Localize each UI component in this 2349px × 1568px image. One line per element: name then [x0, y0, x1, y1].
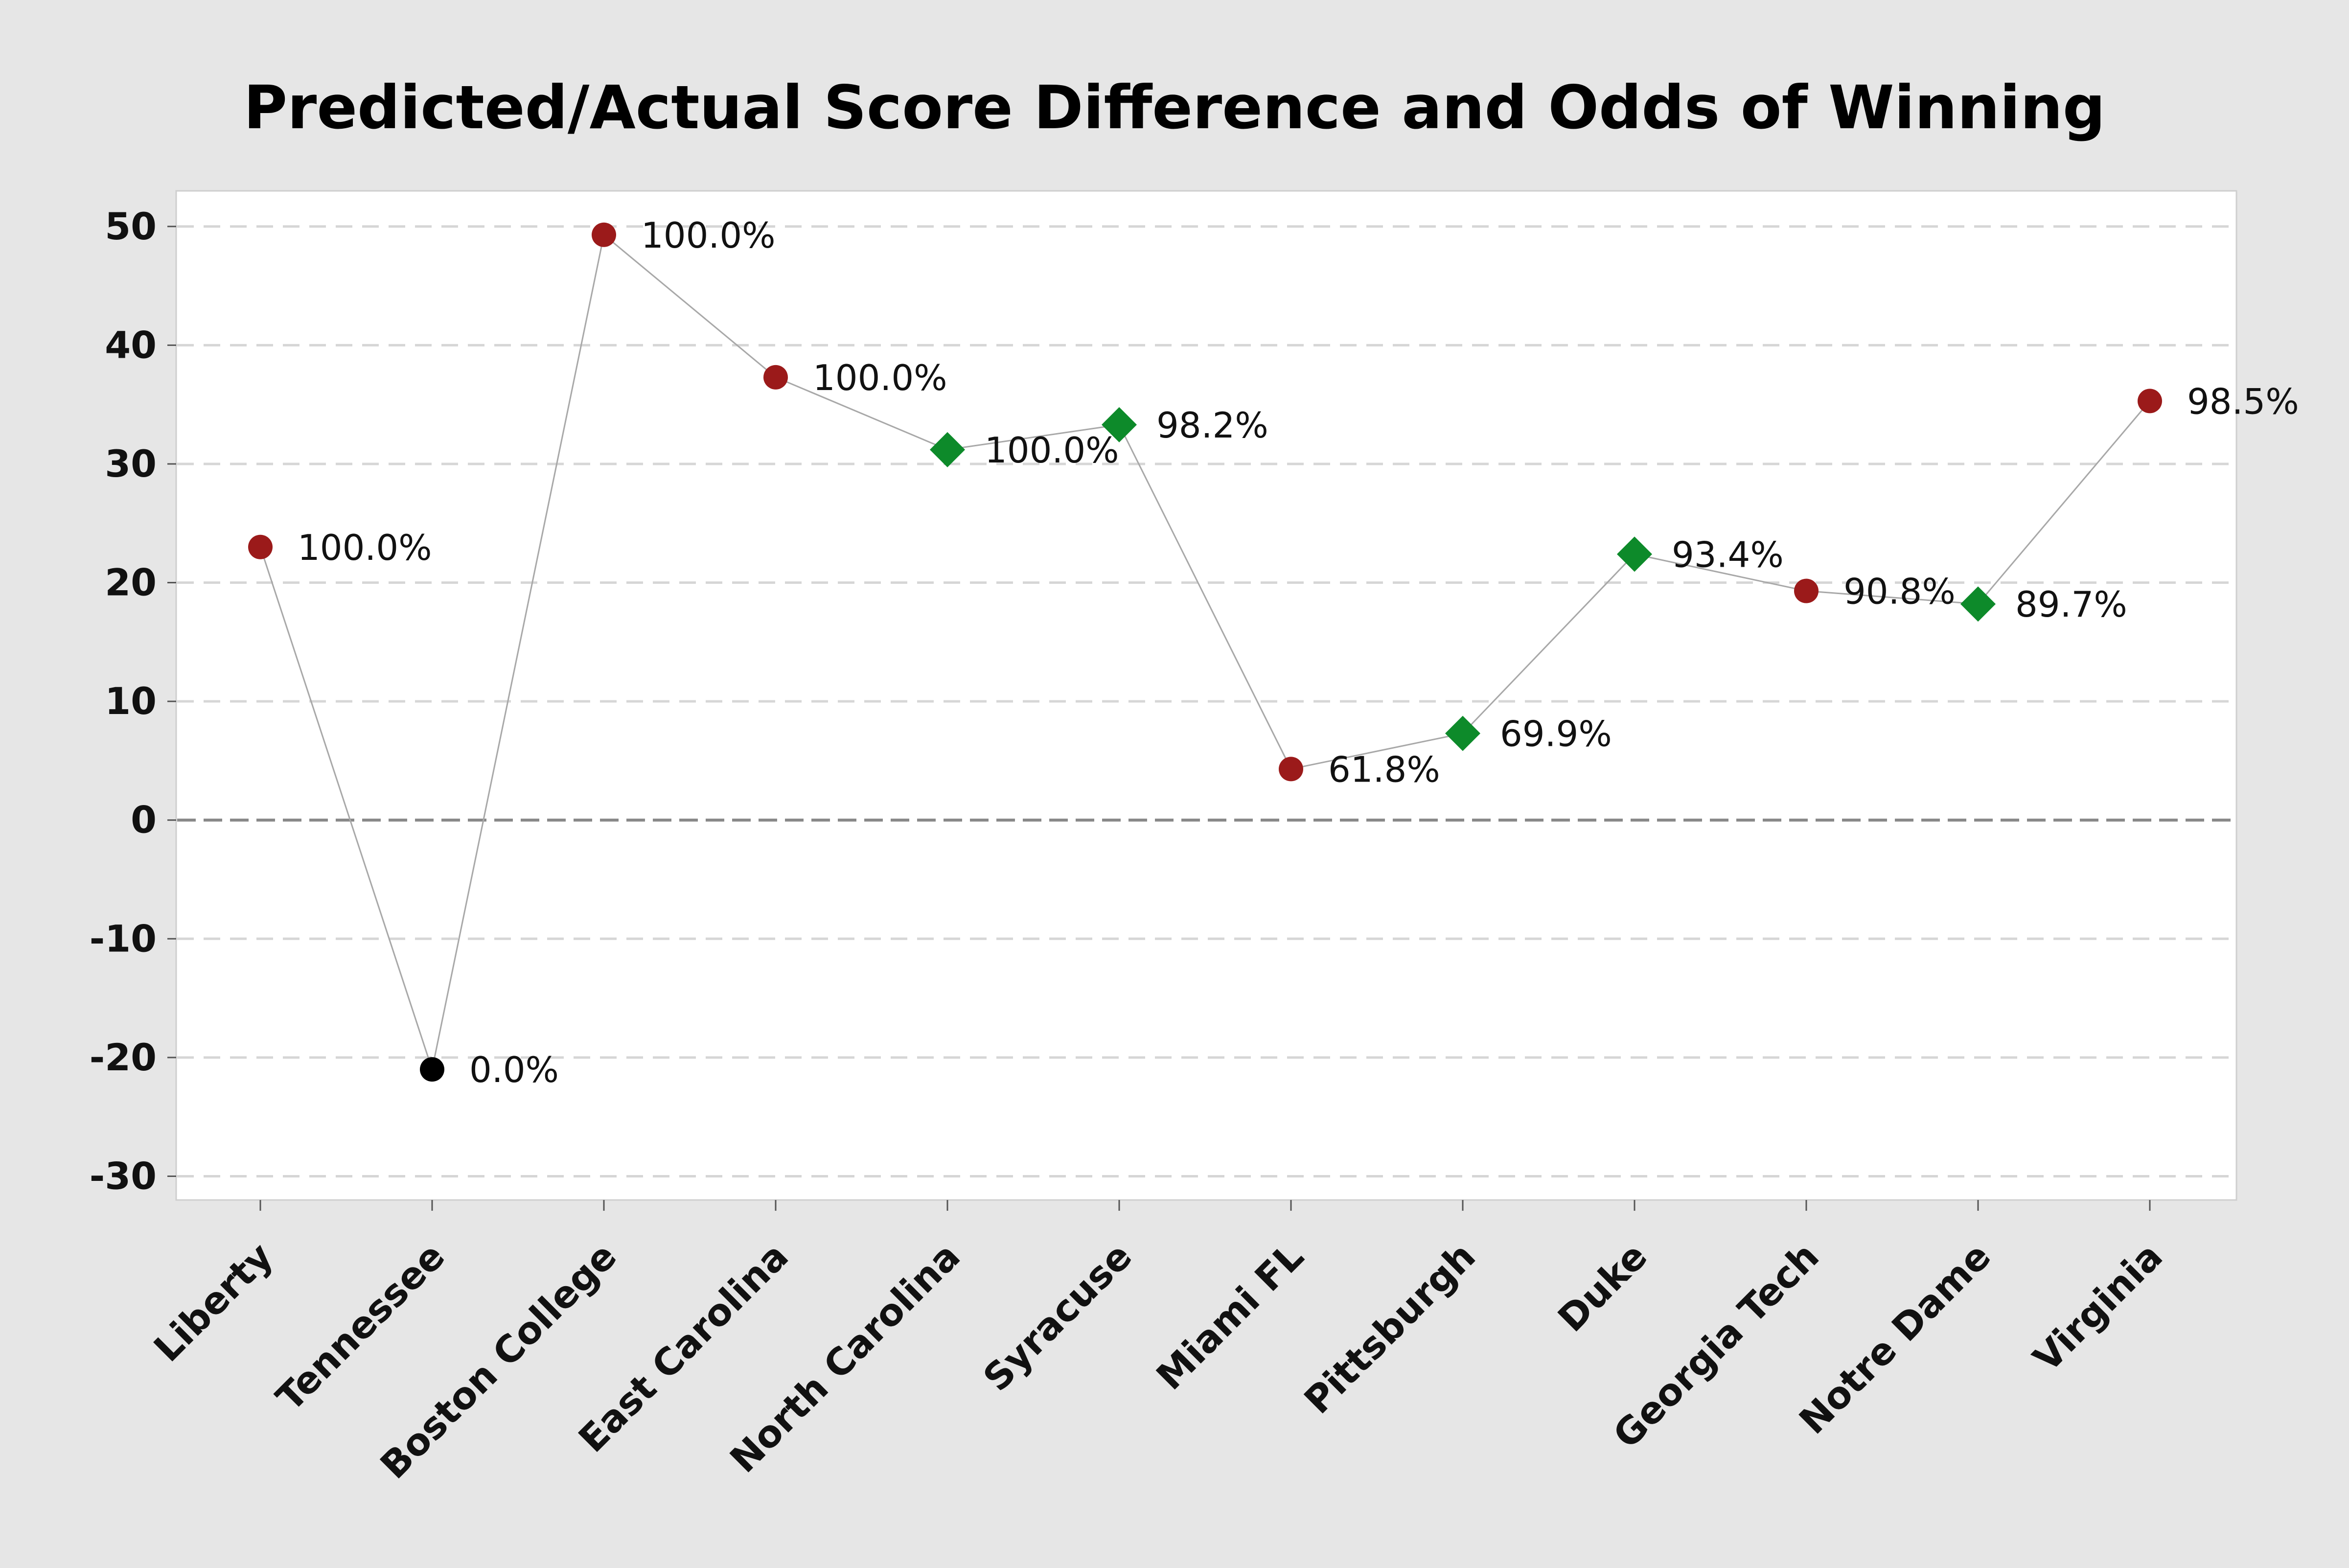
data-point-diamond — [1617, 536, 1652, 572]
data-label: 69.9% — [1500, 714, 1612, 755]
x-tick-label: Tennessee — [268, 1234, 453, 1420]
data-point-diamond — [930, 432, 965, 467]
data-point-circle — [420, 1057, 444, 1082]
data-label: 100.0% — [298, 527, 432, 568]
data-point-diamond — [1102, 407, 1137, 442]
data-point-circle — [592, 222, 616, 247]
data-point-circle — [2138, 389, 2162, 414]
data-label: 98.5% — [2187, 381, 2299, 422]
data-points — [248, 222, 2162, 1082]
y-tick-label: -20 — [90, 1036, 157, 1079]
data-point-circle — [1279, 757, 1303, 782]
data-label: 61.8% — [1328, 749, 1440, 790]
y-tick-label: 50 — [105, 205, 157, 248]
data-point-diamond — [1960, 586, 1996, 622]
y-tick-label: 20 — [105, 561, 157, 604]
data-point-circle — [763, 365, 788, 390]
x-tick-label: Virginia — [2025, 1234, 2170, 1380]
data-labels: 100.0% 0.0% 100.0% 100.0% 100.0% 98.2% 61.8% 69… — [298, 215, 2299, 1090]
data-label: 100.0% — [641, 215, 776, 256]
series-line-layer — [259, 233, 2151, 1072]
x-tick-label: Duke — [1549, 1234, 1656, 1340]
chart-title: Predicted/Actual Score Difference and Od… — [244, 73, 2106, 142]
x-tick-label: Pittsburgh — [1296, 1234, 1484, 1422]
x-tick-label: Syracuse — [975, 1234, 1140, 1400]
data-label: 93.4% — [1672, 534, 1784, 575]
y-tick-label: 40 — [105, 323, 157, 367]
data-label: 90.8% — [1843, 571, 1956, 612]
y-tick-label: -10 — [90, 917, 157, 960]
data-point-circle — [1794, 578, 1819, 603]
x-tick-label: Liberty — [145, 1234, 281, 1370]
data-label: 89.7% — [2015, 584, 2127, 625]
x-tick-label: Miami FL — [1148, 1234, 1312, 1398]
data-label: 100.0% — [985, 430, 1119, 471]
series-line — [259, 233, 2151, 1072]
data-label: 98.2% — [1156, 405, 1268, 446]
y-tick-label: -30 — [90, 1154, 157, 1198]
y-tick-label: 0 — [131, 798, 157, 842]
plot-area — [175, 190, 2237, 1201]
data-point-circle — [248, 534, 273, 559]
y-tick-label: 10 — [105, 679, 157, 723]
data-label: 100.0% — [813, 357, 947, 398]
data-point-diamond — [1445, 715, 1480, 751]
data-label: 0.0% — [469, 1049, 559, 1090]
y-tick-label: 30 — [105, 442, 157, 485]
